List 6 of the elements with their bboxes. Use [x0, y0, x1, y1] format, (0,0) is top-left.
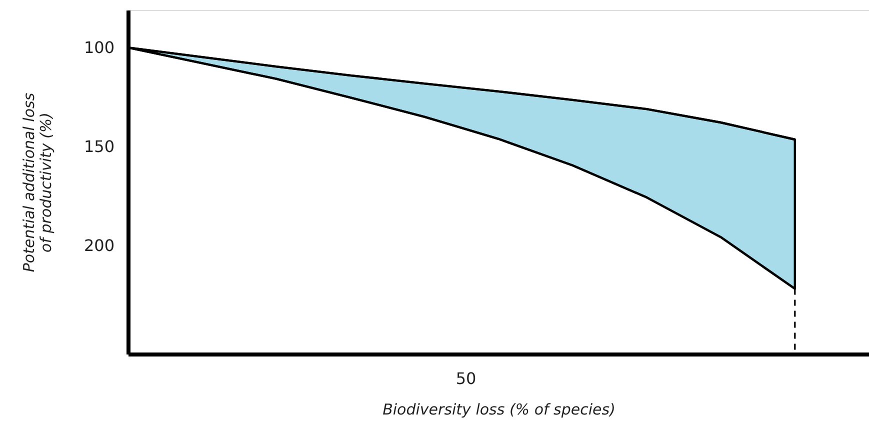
y-tick-label: 100 [84, 38, 114, 58]
y-axis-title: Potential additional loss of productivity (%) [20, 92, 55, 272]
text: 50 [456, 369, 476, 388]
y-tick-label: 150 [84, 136, 114, 156]
y-tick-label: 200 [84, 236, 114, 255]
x-axis-title: Biodiversity loss (% of species) [382, 400, 616, 418]
